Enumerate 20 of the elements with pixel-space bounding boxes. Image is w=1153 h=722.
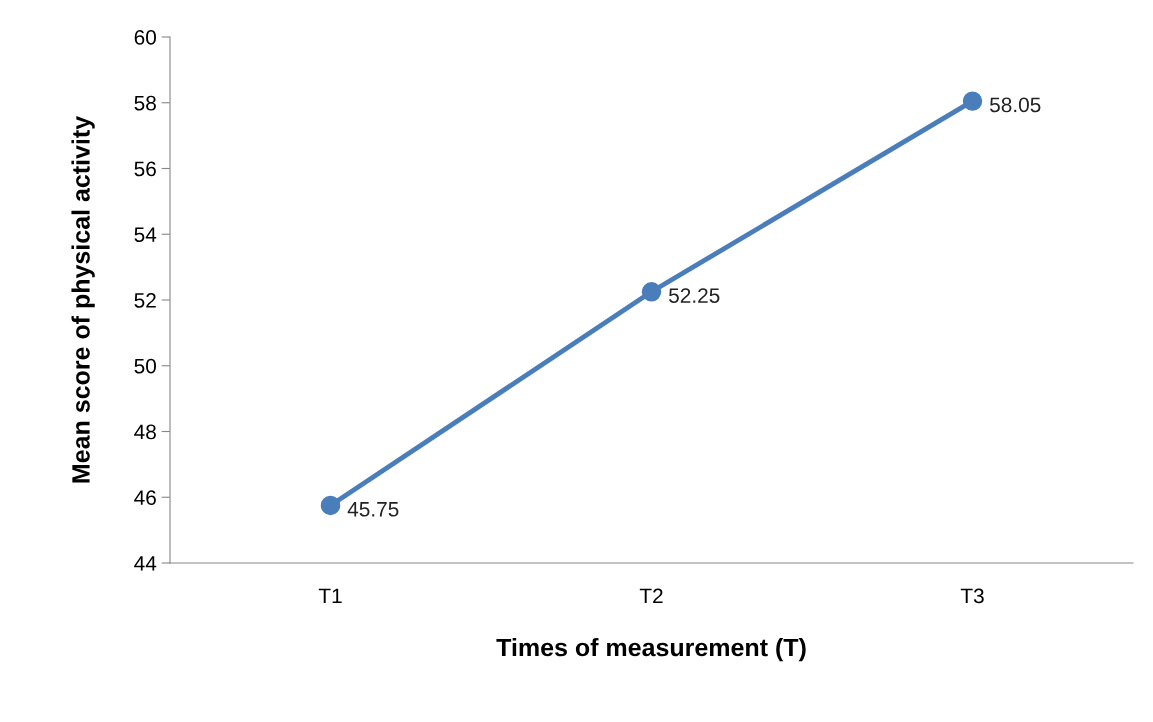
y-tick-label: 60 — [134, 30, 156, 45]
y-tick-label: 48 — [134, 424, 156, 440]
point — [641, 282, 662, 302]
y-tick-label: 54 — [134, 227, 157, 242]
data-label: 52.25 — [669, 288, 720, 303]
y-tick-label: 50 — [134, 358, 156, 374]
x-tick-label: T3 — [960, 588, 984, 604]
x-axis-title: Times of measurement (T) — [496, 637, 806, 662]
point — [962, 91, 983, 111]
y-tick-label: 46 — [134, 490, 156, 505]
y-axis-title: Mean score of physical activity — [71, 116, 95, 483]
data-label: 58.05 — [990, 97, 1041, 113]
point — [320, 495, 341, 516]
y-tick-label: 58 — [134, 95, 156, 111]
data-label: 45.75 — [347, 502, 399, 517]
y-tick-label: 52 — [134, 293, 156, 308]
y-tick-label: 56 — [134, 161, 156, 177]
y-tick-label: 44 — [134, 556, 157, 571]
x-tick-label: T1 — [318, 588, 342, 604]
x-tick-label: T2 — [639, 588, 663, 604]
